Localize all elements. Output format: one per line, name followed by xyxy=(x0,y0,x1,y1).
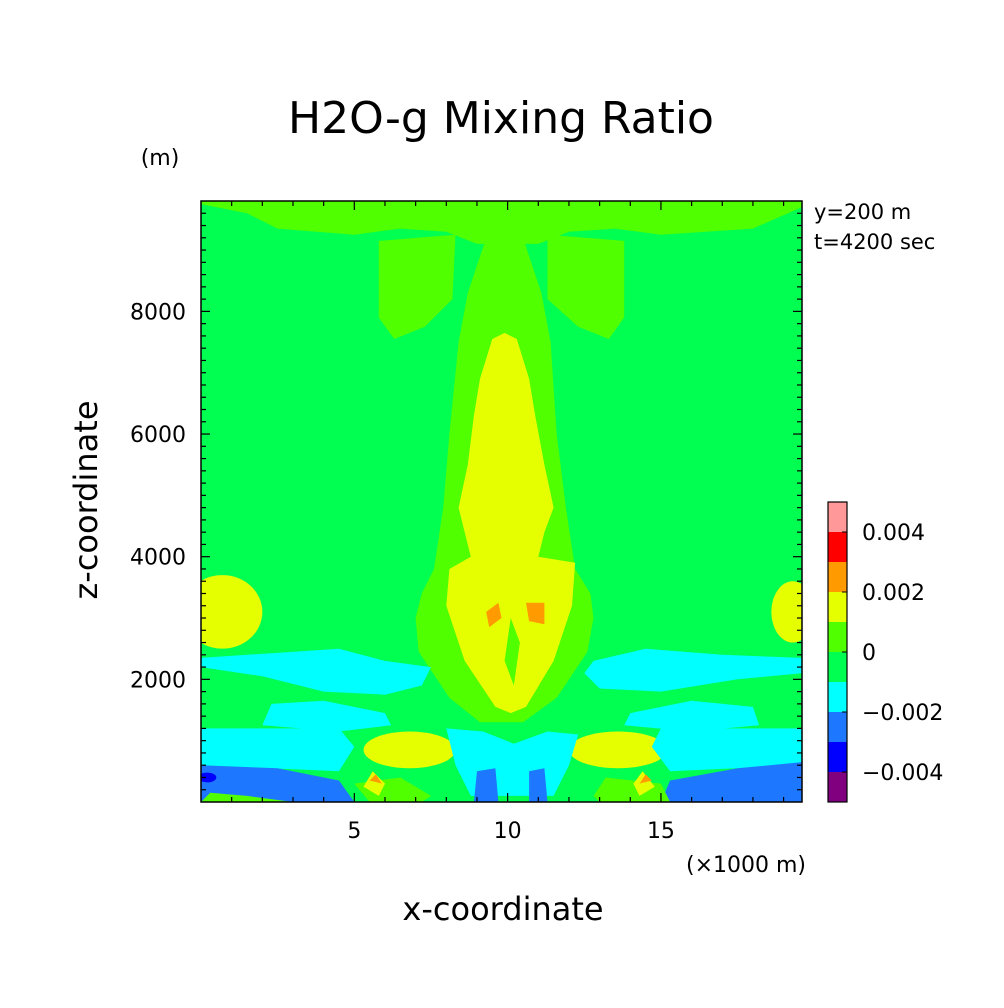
contour-region-0 xyxy=(201,201,802,244)
contour-region-28 xyxy=(633,771,655,796)
colorbar-segment xyxy=(828,502,847,532)
contour-region-6 xyxy=(771,581,802,643)
contour-region-30 xyxy=(639,774,652,784)
x-tick-label: 15 xyxy=(647,819,675,844)
contour-regions xyxy=(201,201,802,802)
colorbar-segment xyxy=(828,562,847,592)
contour-region-14 xyxy=(262,700,392,732)
contour-region-13 xyxy=(584,648,802,692)
contour-region-29 xyxy=(369,774,382,784)
contour-region-5 xyxy=(201,575,263,649)
colorbar-tick-label: 0.004 xyxy=(862,521,925,546)
axis-ticks: 5 10 15 2000 4000 6000 8000 xyxy=(130,201,802,844)
y-tick-label: 4000 xyxy=(130,546,186,571)
contour-region-9 xyxy=(486,602,502,628)
x-tick-label: 5 xyxy=(347,819,361,844)
contour-region-20 xyxy=(660,762,802,802)
y-tick-label: 2000 xyxy=(130,668,186,693)
chart-title: H2O-g Mixing Ratio xyxy=(288,93,714,144)
contour-region-8 xyxy=(568,731,668,769)
y-tick-label: 8000 xyxy=(130,300,186,325)
colorbar-segment xyxy=(828,742,847,772)
plot-frame xyxy=(200,200,803,803)
contour-region-16 xyxy=(201,728,355,772)
contour-region-1 xyxy=(378,234,456,339)
y-axis-label: z-coordinate xyxy=(67,400,105,599)
contour-region-2 xyxy=(547,234,625,339)
colorbar-segment xyxy=(828,772,847,802)
colorbar-segment xyxy=(828,712,847,742)
colorbar-tick-label: 0 xyxy=(862,641,876,666)
x-tick-label: 10 xyxy=(494,819,522,844)
y-unit-label: (m) xyxy=(141,146,180,171)
contour-region-10 xyxy=(526,602,545,625)
contour-region-11 xyxy=(504,618,520,686)
contour-region-22 xyxy=(529,768,548,802)
colorbar: −0.004 −0.002 0 0.002 0.004 xyxy=(827,501,943,803)
contour-region-19 xyxy=(201,765,355,802)
annotation-time: t=4200 sec xyxy=(814,230,935,254)
plot-area: 5 10 15 2000 4000 6000 8000 xyxy=(130,200,803,844)
y-tick-label: 6000 xyxy=(130,423,186,448)
x-axis-label: x-coordinate xyxy=(402,890,603,928)
contour-region-17 xyxy=(651,728,802,772)
colorbar-segment xyxy=(828,592,847,622)
contour-region-24 xyxy=(201,792,293,802)
colorbar-segment xyxy=(828,622,847,652)
colorbar-tick-label: −0.002 xyxy=(862,701,943,726)
colorbar-segment xyxy=(828,652,847,682)
colorbar-segment xyxy=(828,682,847,712)
colorbar-segment xyxy=(828,532,847,562)
x-unit-label: (×1000 m) xyxy=(686,853,806,878)
colorbar-tick-label: −0.004 xyxy=(862,761,943,786)
contour-region-7 xyxy=(363,731,456,769)
annotation-y-position: y=200 m xyxy=(814,200,911,224)
contour-region-23 xyxy=(201,772,217,783)
contour-region-12 xyxy=(201,648,431,695)
colorbar-tick-label: 0.002 xyxy=(862,581,925,606)
contour-region-15 xyxy=(624,700,760,732)
contour-region-21 xyxy=(473,768,499,802)
contour-region-27 xyxy=(363,771,385,796)
